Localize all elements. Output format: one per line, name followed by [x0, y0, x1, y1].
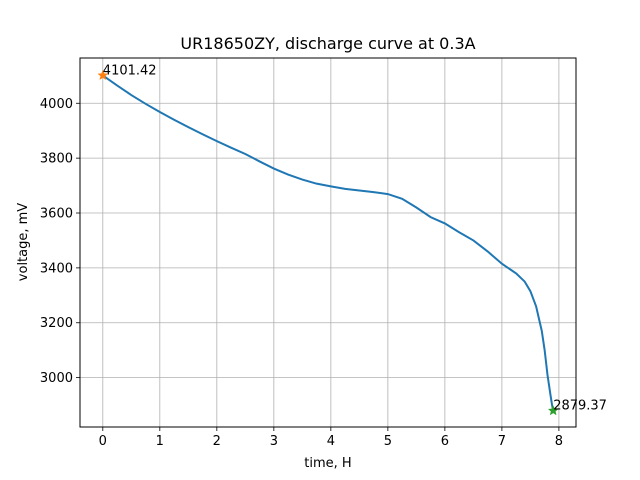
x-tick-label: 7 — [498, 434, 506, 449]
x-tick-label: 5 — [384, 434, 392, 449]
x-tick-label: 4 — [327, 434, 335, 449]
x-tick-label: 6 — [441, 434, 449, 449]
x-tick-label: 8 — [555, 434, 563, 449]
x-tick-label: 2 — [213, 434, 221, 449]
x-axis-label: time, H — [304, 456, 351, 471]
plot-area-frame — [79, 57, 577, 428]
axis-ticks: 0 1 2 3 4 5 6 7 8 3000 3200 3400 3600 3800 4000 — [40, 97, 563, 449]
endpoint-marker-2 — [547, 405, 559, 416]
grid-lines — [80, 58, 576, 427]
chart-title: UR18650ZY, discharge curve at 0.3A — [180, 34, 475, 53]
endpoint-annotation-2: 2879.37 — [553, 399, 607, 414]
x-tick-label: 0 — [99, 434, 107, 449]
series-line — [102, 74, 555, 411]
y-tick-label: 3800 — [40, 152, 73, 167]
y-tick-label: 3200 — [40, 316, 73, 331]
y-axis-label: voltage, mV — [16, 203, 31, 282]
x-tick-label: 3 — [270, 434, 278, 449]
endpoint-markers: 4101.42 2879.37 — [97, 63, 607, 416]
y-tick-label: 4000 — [40, 97, 73, 112]
x-tick-label: 1 — [156, 434, 164, 449]
y-tick-label: 3600 — [40, 207, 73, 222]
y-tick-label: 3000 — [40, 371, 73, 386]
endpoint-annotation-1: 4101.42 — [103, 63, 157, 78]
y-tick-label: 3400 — [40, 261, 73, 276]
endpoint-marker-1 — [97, 69, 109, 81]
